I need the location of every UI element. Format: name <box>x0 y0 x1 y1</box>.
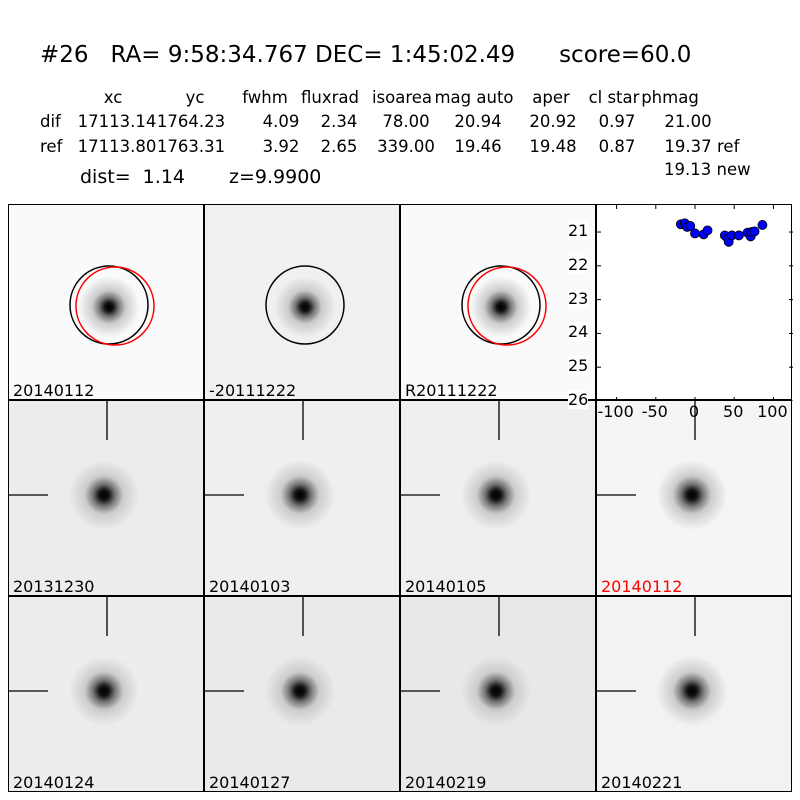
image-cutout: -20111222 <box>204 204 400 400</box>
table-cell: 20.92 <box>529 112 577 131</box>
ref-aperture-circle <box>467 266 547 346</box>
y-tick-label: 21 <box>568 221 589 241</box>
cutout-date-label: 20140112 <box>601 577 683 596</box>
column-header: xc <box>103 88 123 107</box>
image-cutout: 20140103 <box>204 400 400 596</box>
y-tick-label: 24 <box>568 322 589 342</box>
ra-value: RA= 9:58:34.767 <box>110 42 308 68</box>
score-value: score=60.0 <box>559 42 692 68</box>
image-cutout: 20140105 <box>400 400 596 596</box>
table-cell: 19.37 <box>664 137 712 156</box>
cutout-date-label: 20131230 <box>13 577 95 596</box>
image-cutout: 20140124 <box>8 596 204 792</box>
y-tick-label: 25 <box>568 356 589 376</box>
column-header: mag auto <box>434 88 514 107</box>
cutout-date-label: 20140112 <box>13 381 95 400</box>
data-point <box>685 221 696 231</box>
cutout-date-label: 20140103 <box>209 577 291 596</box>
column-header: isoarea <box>371 88 433 107</box>
cutout-date-label: 20140105 <box>405 577 487 596</box>
column-header: aper <box>532 88 570 107</box>
cutout-date-label: 20140127 <box>209 773 291 792</box>
cutout-date-label: 20140221 <box>601 773 683 792</box>
table-cell: 17113.80 <box>77 137 157 156</box>
dist-value: dist= 1.14 <box>80 166 185 188</box>
table-cell: 19.46 <box>454 137 502 156</box>
x-tick-label: -50 <box>641 402 668 421</box>
table-cell: 78.00 <box>382 112 430 131</box>
table-cell: 2.65 <box>320 137 358 156</box>
column-header: fwhm <box>242 88 288 107</box>
image-cutout: 20140112 <box>596 400 792 596</box>
column-header: fluxrad <box>301 88 359 107</box>
table-cell: 0.97 <box>598 112 636 131</box>
phmag-suffix: ref <box>717 137 740 156</box>
lightcurve-plot <box>596 204 793 401</box>
column-header: yc <box>185 88 205 107</box>
y-tick-label: 22 <box>568 254 589 274</box>
table-cell: 4.09 <box>262 112 300 131</box>
image-cutout: 20131230 <box>8 400 204 596</box>
x-tick-label: 100 <box>757 402 788 421</box>
row-label: ref <box>40 137 63 156</box>
candidate-id: #26 <box>40 42 89 68</box>
image-cutout: 20140219 <box>400 596 596 792</box>
column-header: phmag <box>641 88 699 107</box>
table-cell: 1763.31 <box>156 137 226 156</box>
table-cell: 21.00 <box>664 112 712 131</box>
cutout-date-label: 20140219 <box>405 773 487 792</box>
x-tick-label: 0 <box>688 402 700 421</box>
data-point <box>757 220 768 230</box>
figure-title: #26 RA= 9:58:34.767 DEC= 1:45:02.49 scor… <box>40 42 691 68</box>
y-tick-label: 26 <box>568 390 589 409</box>
data-point <box>749 226 760 237</box>
table-cell: 339.00 <box>377 137 435 156</box>
aperture-circle <box>265 265 345 345</box>
x-tick-label: 50 <box>723 402 744 421</box>
table-cell: 3.92 <box>262 137 300 156</box>
table-cell: 2.34 <box>320 112 358 131</box>
image-cutout: R20111222 <box>400 204 596 400</box>
dec-value: DEC= 1:45:02.49 <box>315 42 516 68</box>
table-cell: 17113.14 <box>77 112 157 131</box>
phmag-new: 19.13 new <box>664 160 751 179</box>
image-cutout: 20140221 <box>596 596 792 792</box>
table-cell: 0.87 <box>598 137 636 156</box>
data-point <box>734 230 744 241</box>
table-cell: 1764.23 <box>156 112 226 131</box>
table-cell: 19.48 <box>529 137 577 156</box>
cutout-date-label: R20111222 <box>405 381 498 400</box>
row-label: dif <box>40 112 61 131</box>
image-cutout: 20140112 <box>8 204 204 400</box>
image-cutout: 20140127 <box>204 596 400 792</box>
aperture-circle <box>461 265 541 345</box>
z-value: z=9.9900 <box>229 166 322 188</box>
aperture-circle <box>69 265 149 345</box>
y-tick-label: 23 <box>568 288 589 308</box>
x-tick-label: -100 <box>597 402 634 421</box>
table-cell: 20.94 <box>454 112 502 131</box>
column-header: cl star <box>588 88 640 107</box>
cutout-date-label: -20111222 <box>209 381 297 400</box>
data-point <box>690 228 700 239</box>
data-point <box>702 225 713 236</box>
ref-aperture-circle <box>75 266 155 346</box>
cutout-date-label: 20140124 <box>13 773 95 792</box>
